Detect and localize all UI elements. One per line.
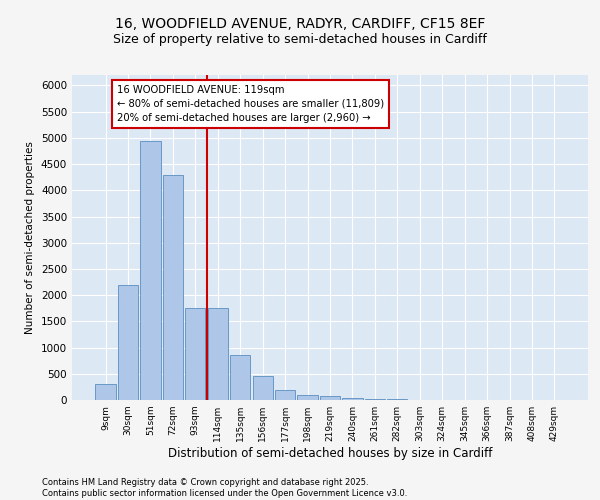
Bar: [118, 284, 138, 400]
Bar: [95, 384, 116, 400]
Bar: [343, 398, 362, 400]
Bar: [298, 395, 317, 400]
Text: 16 WOODFIELD AVENUE: 119sqm
← 80% of semi-detached houses are smaller (11,809)
2: 16 WOODFIELD AVENUE: 119sqm ← 80% of sem…: [117, 85, 384, 123]
Bar: [365, 399, 385, 400]
Bar: [185, 308, 205, 400]
Y-axis label: Number of semi-detached properties: Number of semi-detached properties: [25, 141, 35, 334]
X-axis label: Distribution of semi-detached houses by size in Cardiff: Distribution of semi-detached houses by …: [168, 447, 492, 460]
Bar: [320, 396, 340, 400]
Bar: [275, 390, 295, 400]
Bar: [163, 174, 183, 400]
Text: Contains HM Land Registry data © Crown copyright and database right 2025.
Contai: Contains HM Land Registry data © Crown c…: [42, 478, 407, 498]
Text: Size of property relative to semi-detached houses in Cardiff: Size of property relative to semi-detach…: [113, 32, 487, 46]
Bar: [140, 140, 161, 400]
Bar: [253, 376, 273, 400]
Bar: [230, 356, 250, 400]
Bar: [208, 308, 228, 400]
Text: 16, WOODFIELD AVENUE, RADYR, CARDIFF, CF15 8EF: 16, WOODFIELD AVENUE, RADYR, CARDIFF, CF…: [115, 18, 485, 32]
